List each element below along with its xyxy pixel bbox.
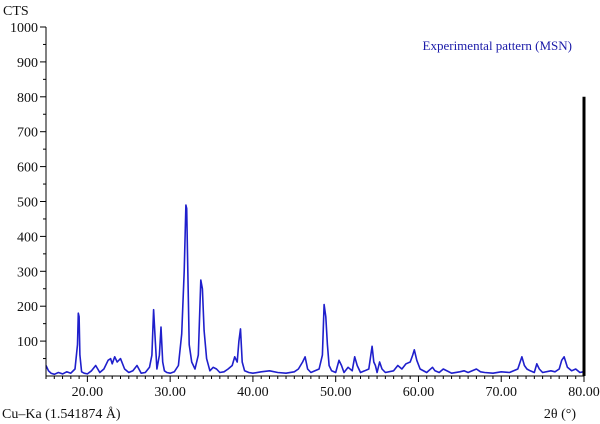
y-tick-label: 500 bbox=[17, 196, 38, 211]
x-tick-label: 40.00 bbox=[237, 385, 269, 400]
tick-labels: 100 200 300 400 500 600 700 800 900 1000 20.00 30.0… bbox=[10, 21, 600, 400]
y-tick-label: 800 bbox=[17, 91, 38, 106]
x-tick-label: 60.00 bbox=[403, 385, 435, 400]
axes bbox=[40, 26, 585, 382]
y-axis-title: CTS bbox=[3, 4, 29, 19]
x-tick-label: 20.00 bbox=[72, 385, 104, 400]
x-tick-label: 70.00 bbox=[485, 385, 517, 400]
y-tick-label: 700 bbox=[17, 126, 38, 141]
x-tick-label: 80.00 bbox=[568, 385, 600, 400]
x-tick-label: 50.00 bbox=[320, 385, 352, 400]
series-line-experimental-pattern bbox=[45, 204, 584, 376]
y-tick-label: 400 bbox=[17, 230, 38, 245]
y-tick-label: 100 bbox=[17, 335, 38, 350]
y-tick-label: 300 bbox=[17, 265, 38, 280]
y-tick-label: 900 bbox=[17, 56, 38, 71]
legend-label: Experimental pattern (MSN) bbox=[423, 38, 572, 53]
y-tick-label: 1000 bbox=[10, 21, 38, 36]
x-tick-label: 30.00 bbox=[154, 385, 186, 400]
x-axis-title: 2θ (°) bbox=[544, 407, 576, 422]
radiation-label: Cu–Ka (1.541874 Å) bbox=[2, 406, 121, 422]
y-tick-label: 600 bbox=[17, 161, 38, 176]
y-tick-label: 200 bbox=[17, 300, 38, 315]
